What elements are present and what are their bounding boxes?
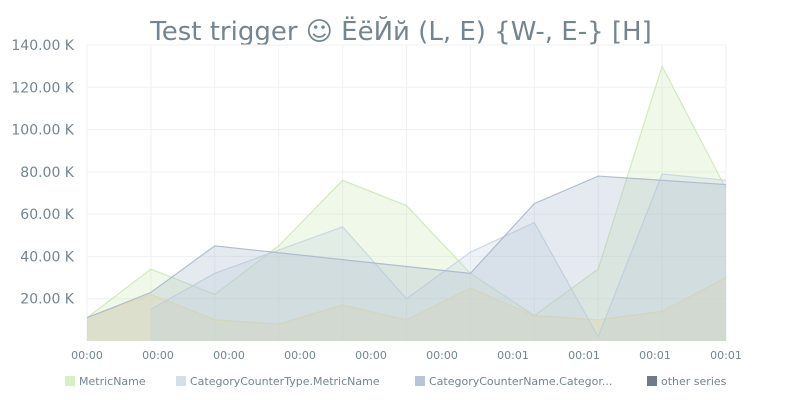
chart-title: Test trigger ☺ ЁёЙй (L, E) {W-, E-} [H] bbox=[149, 15, 652, 47]
legend-swatch-1 bbox=[176, 376, 186, 386]
legend: MetricName CategoryCounterType.MetricName… bbox=[65, 375, 727, 388]
x-tick-label-7: 00:01 bbox=[568, 349, 600, 362]
y-tick-label-6: 140.00 K bbox=[11, 38, 74, 54]
x-tick-label-8: 00:01 bbox=[639, 349, 671, 362]
legend-label-1: CategoryCounterType.MetricName bbox=[190, 375, 380, 388]
y-tick-label-3: 80.00 K bbox=[20, 165, 75, 181]
y-axis-ticks: 20.00 K 40.00 K 60.00 K 80.00 K 100.00 K 120.… bbox=[11, 38, 74, 308]
legend-label-2: CategoryCounterName.Categor... bbox=[429, 375, 612, 388]
legend-item-3[interactable]: other series bbox=[647, 375, 727, 388]
y-tick-label-4: 100.00 K bbox=[11, 123, 74, 139]
series-line-0 bbox=[86, 64, 727, 319]
series-line-1 bbox=[150, 173, 727, 339]
series-area-3 bbox=[87, 277, 726, 341]
legend-label-0: MetricName bbox=[79, 375, 146, 388]
legend-swatch-3 bbox=[647, 376, 657, 386]
x-tick-label-1: 00:00 bbox=[142, 349, 174, 362]
x-tick-label-9: 00:01 bbox=[710, 349, 742, 362]
x-tick-label-3: 00:00 bbox=[284, 349, 316, 362]
x-axis-ticks: 00:00 00:00 00:00 00:00 00:00 00:00 00:01 00:01… bbox=[71, 349, 742, 362]
legend-label-3: other series bbox=[661, 375, 727, 388]
x-tick-label-0: 00:00 bbox=[71, 349, 103, 362]
series-line-2 bbox=[86, 175, 727, 319]
y-tick-label-0: 20.00 K bbox=[20, 292, 75, 308]
y-tick-label-2: 60.00 K bbox=[20, 207, 75, 223]
legend-item-2[interactable]: CategoryCounterName.Categor... bbox=[415, 375, 612, 388]
series-area-2 bbox=[87, 176, 726, 341]
series-areas bbox=[86, 64, 727, 342]
legend-swatch-0 bbox=[65, 376, 75, 386]
x-tick-label-2: 00:00 bbox=[213, 349, 245, 362]
series-area-0 bbox=[87, 66, 726, 342]
x-tick-label-4: 00:00 bbox=[355, 349, 387, 362]
legend-item-1[interactable]: CategoryCounterType.MetricName bbox=[176, 375, 380, 388]
y-tick-label-1: 40.00 K bbox=[20, 249, 75, 265]
y-tick-label-5: 120.00 K bbox=[11, 80, 74, 96]
legend-item-0[interactable]: MetricName bbox=[65, 375, 146, 388]
x-tick-label-5: 00:00 bbox=[426, 349, 458, 362]
series-line-3 bbox=[86, 277, 727, 325]
grid bbox=[86, 44, 727, 341]
legend-swatch-2 bbox=[415, 376, 425, 386]
x-tick-label-6: 00:01 bbox=[497, 349, 529, 362]
series-area-1 bbox=[150, 173, 726, 341]
